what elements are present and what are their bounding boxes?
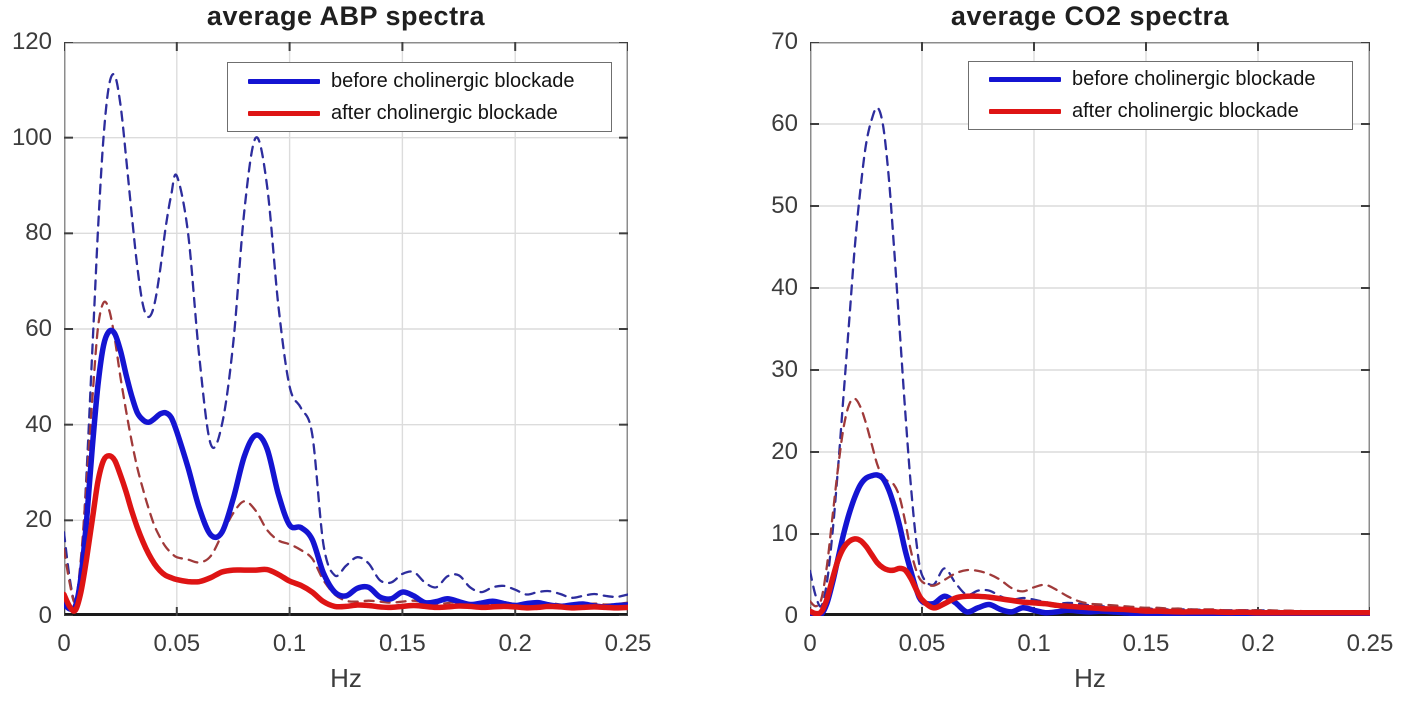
legend-label-after: after cholinergic blockade: [331, 101, 558, 124]
x-tick-label: 0.15: [1122, 630, 1170, 657]
legend-item-after: after cholinergic blockade: [228, 100, 611, 126]
y-tick-label: 0: [784, 602, 798, 629]
legend-item-before: before cholinergic blockade: [228, 68, 611, 94]
x-tick-label: 0.25: [1346, 630, 1394, 657]
y-tick-label: 70: [771, 28, 798, 55]
co2-plot-title: average CO2 spectra: [950, 1, 1230, 31]
co2-x-axis-label: Hz: [1074, 663, 1106, 693]
legend-item-after: after cholinergic blockade: [969, 99, 1352, 125]
legend-line-blue: [248, 78, 320, 84]
legend-label-after: after cholinergic blockade: [1072, 100, 1299, 122]
legend-item-before: before cholinergic blockade: [969, 67, 1352, 93]
abp-legend: before cholinergic blockade after cholin…: [227, 62, 612, 132]
legend-line-red: [989, 109, 1061, 114]
x-tick-label: 0: [803, 630, 817, 657]
abp-plot-canvas: [64, 42, 628, 616]
x-tick-label: 0.05: [898, 630, 946, 657]
legend-label-before: before cholinergic blockade: [331, 69, 575, 92]
abp-x-axis-label: Hz: [330, 663, 362, 693]
y-tick-label: 50: [771, 192, 798, 219]
y-tick-label: 60: [771, 110, 798, 137]
y-tick-label: 30: [771, 356, 798, 383]
legend-line-red: [248, 110, 320, 116]
co2-legend: before cholinergic blockade after cholin…: [968, 61, 1353, 130]
legend-label-before: before cholinergic blockade: [1072, 68, 1316, 90]
x-tick-label: 0.1: [1017, 630, 1051, 657]
co2-plot-canvas: [810, 42, 1370, 616]
y-tick-label: 40: [771, 274, 798, 301]
y-tick-label: 10: [771, 520, 798, 547]
abp-plot-title: average ABP spectra: [206, 1, 486, 31]
x-tick-label: 0.2: [1241, 630, 1275, 657]
legend-line-blue: [989, 77, 1061, 82]
y-tick-label: 20: [771, 438, 798, 465]
